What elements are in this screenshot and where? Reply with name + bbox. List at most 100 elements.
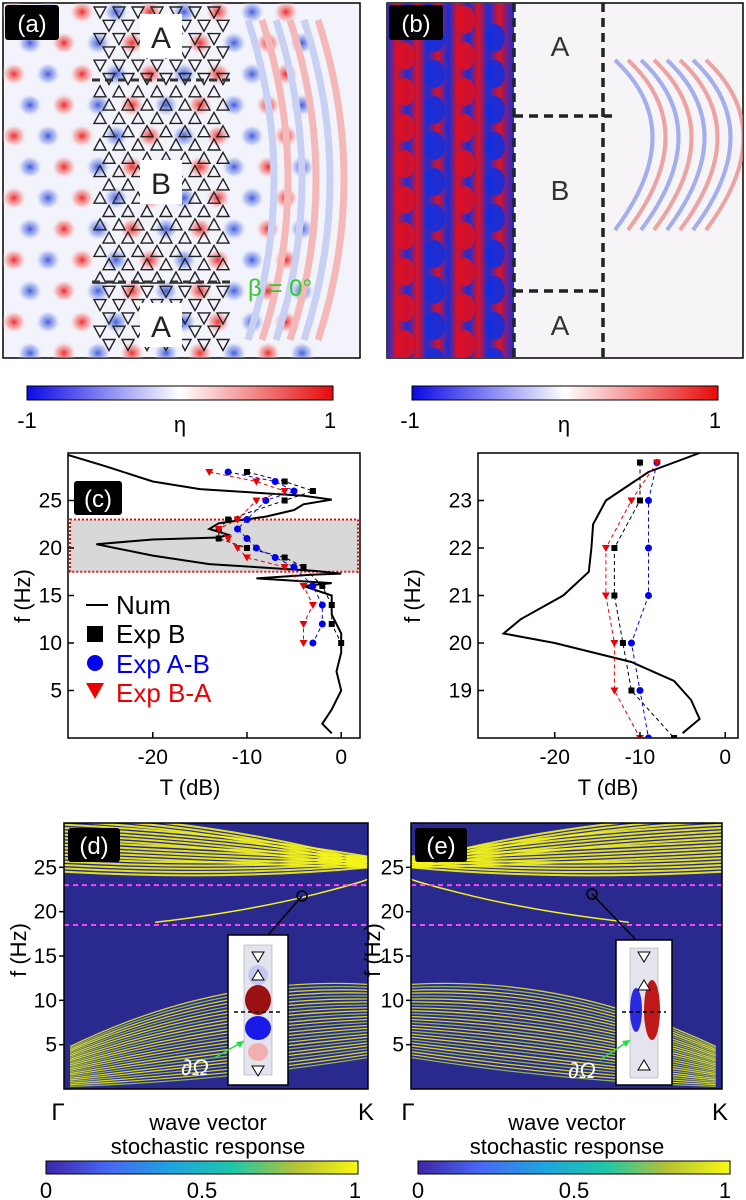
data-point-exp-a-b	[644, 544, 652, 552]
boundary-label: ∂Ω	[568, 1058, 596, 1083]
data-point-exp-b-a	[299, 583, 308, 590]
lattice-triangle-up	[101, 97, 117, 111]
field-lobe	[205, 3, 231, 24]
field-lobe	[289, 341, 315, 358]
lattice-triangle-up	[111, 243, 127, 258]
lattice-triangle-up	[92, 243, 108, 258]
colorbar-b-min: -1	[400, 408, 420, 433]
lattice-triangle-up	[92, 84, 108, 98]
inset-field-blue	[245, 1016, 271, 1040]
marked-point	[586, 888, 598, 900]
data-point-exp-b	[636, 497, 643, 504]
lattice-triangle-down	[149, 59, 165, 73]
data-point-exp-a-b	[252, 544, 260, 552]
field-lobe	[85, 155, 111, 179]
field-lobe	[425, 132, 445, 160]
lattice-triangle-down	[130, 6, 146, 20]
y-tick-label: 5	[45, 1034, 57, 1057]
field-lobe	[455, 294, 475, 322]
edge-mode	[155, 876, 368, 924]
chart-zoom-xlabel: T (dB)	[578, 775, 639, 800]
bulk-band-upper	[411, 861, 722, 870]
lattice-triangle-down	[196, 312, 212, 326]
colorbar-a-label: η	[174, 412, 186, 437]
colorbar-b-max: 1	[709, 408, 721, 433]
lattice-triangle-up	[215, 230, 231, 244]
region-label-a-top: A	[151, 22, 171, 55]
bulk-band-lower	[411, 1048, 716, 1083]
legend-exp-ab-label: Exp A-B	[116, 649, 210, 679]
colorbar-a-max: 1	[324, 408, 336, 433]
lattice-triangle-down	[215, 338, 231, 352]
data-point-exp-b-a	[601, 545, 610, 552]
y-tick-label: 10	[39, 632, 62, 655]
inset-field-red-light	[248, 1043, 268, 1061]
lattice-triangle-up	[215, 257, 231, 271]
bulk-band-lower	[411, 1021, 716, 1068]
bulk-band-lower	[69, 1021, 368, 1068]
data-point-exp-b-a	[653, 459, 662, 467]
lattice-triangle-up	[177, 124, 193, 138]
lattice-triangle-up	[215, 97, 231, 111]
lattice-triangle-down	[158, 285, 174, 299]
scattered-wavefront	[300, 18, 334, 342]
lattice-triangle-down	[196, 19, 212, 33]
lattice-triangle-down	[215, 46, 231, 60]
field-lobe	[221, 155, 247, 179]
y-tick-label: 20	[449, 632, 472, 655]
scattered-wavefront	[704, 58, 743, 232]
y-tick-label: 15	[381, 945, 404, 968]
panel-d-ylabel: f (Hz)	[6, 923, 31, 977]
field-lobe	[485, 132, 505, 160]
data-point-exp-b	[281, 497, 288, 504]
lattice-triangle-up	[206, 110, 222, 125]
lattice-triangle-up	[111, 190, 127, 204]
inset-triangle	[637, 1059, 651, 1071]
bulk-band-lower	[69, 1004, 368, 1059]
scattered-wavefront	[691, 58, 733, 232]
lattice-triangle-up	[120, 257, 136, 271]
lattice-triangle-up	[120, 97, 136, 111]
chart-c-ylabel: f (Hz)	[10, 569, 35, 623]
field-lobe	[35, 62, 61, 86]
bulk-band-lower	[411, 1018, 716, 1067]
field-lobe	[455, 150, 475, 178]
field-lobe	[395, 294, 415, 322]
field-lobe	[425, 60, 445, 88]
lattice-triangle-up	[168, 217, 184, 231]
bulk-band-upper	[64, 866, 368, 877]
lattice-triangle-up	[149, 243, 165, 258]
data-point-exp-b	[611, 592, 618, 599]
bulk-band-lower	[411, 982, 717, 1048]
panel-tag-a: (a)	[17, 11, 46, 38]
bulk-band-lower	[69, 982, 368, 1048]
lattice-triangle-down	[92, 6, 108, 20]
lattice-triangle-down	[196, 285, 212, 299]
data-point-exp-b-a	[205, 469, 214, 476]
chart-zoom-ylabel: f (Hz)	[400, 569, 425, 623]
data-point-exp-a-b	[243, 516, 251, 523]
chart-c-legend: Num Exp B Exp A-B Exp B-A	[86, 590, 212, 708]
bulk-band-lower	[411, 1056, 716, 1087]
scattered-wavefront	[626, 58, 668, 232]
field-lobe	[485, 60, 505, 88]
field-lobe	[187, 31, 213, 55]
field-lobe	[205, 310, 231, 334]
lattice-triangle-down	[168, 6, 184, 20]
panel-d-inset: ∂Ω	[181, 890, 308, 1086]
scattered-wavefront	[639, 58, 681, 232]
lattice-triangle-down	[92, 59, 108, 73]
panel-e-axes: 5 10 15 20 25	[381, 856, 411, 1057]
data-point-exp-b-a	[224, 535, 233, 543]
y-tick-label: 15	[39, 585, 62, 608]
series-line-exp-b-a	[209, 471, 314, 643]
lattice-triangle-down	[92, 32, 108, 47]
lattice-triangle-up	[177, 257, 193, 271]
lattice-triangle-up	[187, 84, 203, 98]
data-point-exp-a-b	[243, 535, 251, 542]
field-lobe	[239, 186, 265, 210]
data-point-exp-a-b	[644, 592, 652, 599]
data-point-exp-b-a	[233, 516, 242, 524]
chart-c-marks	[68, 453, 345, 735]
lattice-triangle-up	[158, 204, 174, 218]
